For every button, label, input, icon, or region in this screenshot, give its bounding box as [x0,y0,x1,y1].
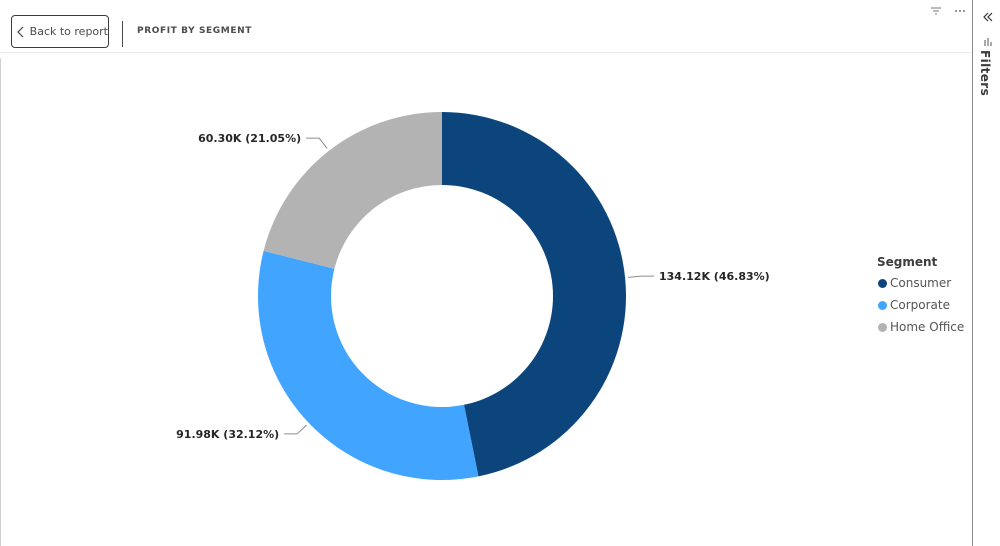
header-divider [122,21,123,47]
back-to-report-label: Back to report [29,25,108,38]
filter-icon [983,32,993,46]
chevron-left-icon [14,16,28,47]
data-label: 91.98K (32.12%) [176,428,279,441]
legend-title: Segment [877,255,938,269]
legend-label: Consumer [890,276,952,290]
filters-label[interactable]: Filters [978,50,992,97]
page-title: PROFIT BY SEGMENT [137,26,252,36]
legend: Segment Consumer Corporate Home Office [877,255,964,338]
canvas-edge [0,58,1,546]
legend-item-consumer[interactable]: Consumer [877,272,964,294]
filters-pane: Filters [972,0,1000,546]
report-canvas: Back to report PROFIT BY SEGMENT 134.12K… [0,0,972,546]
filter-icon[interactable] [929,2,943,15]
legend-marker [878,300,887,310]
page-header: Back to report PROFIT BY SEGMENT [0,0,972,53]
legend-item-home-office[interactable]: Home Office [877,316,964,338]
donut-slice-home-office[interactable] [263,112,442,269]
legend-label: Home Office [890,320,965,334]
donut-slice-corporate[interactable] [257,250,479,481]
legend-marker [878,322,887,332]
leader-line [628,275,655,278]
legend-item-corporate[interactable]: Corporate [877,294,964,316]
leader-line [306,137,328,149]
more-options-icon[interactable] [953,2,967,14]
data-label: 60.30K (21.05%) [198,132,301,145]
back-to-report-button[interactable]: Back to report [11,15,109,48]
donut-chart: 134.12K (46.83%) 91.98K (32.12%) 60.30K (2… [176,112,770,481]
legend-marker [878,278,887,288]
double-chevron-left-icon[interactable] [982,8,994,22]
data-label: 134.12K (46.83%) [659,270,770,283]
legend-label: Corporate [890,298,950,312]
donut-slice-consumer[interactable] [442,112,626,477]
leader-line [284,424,307,435]
